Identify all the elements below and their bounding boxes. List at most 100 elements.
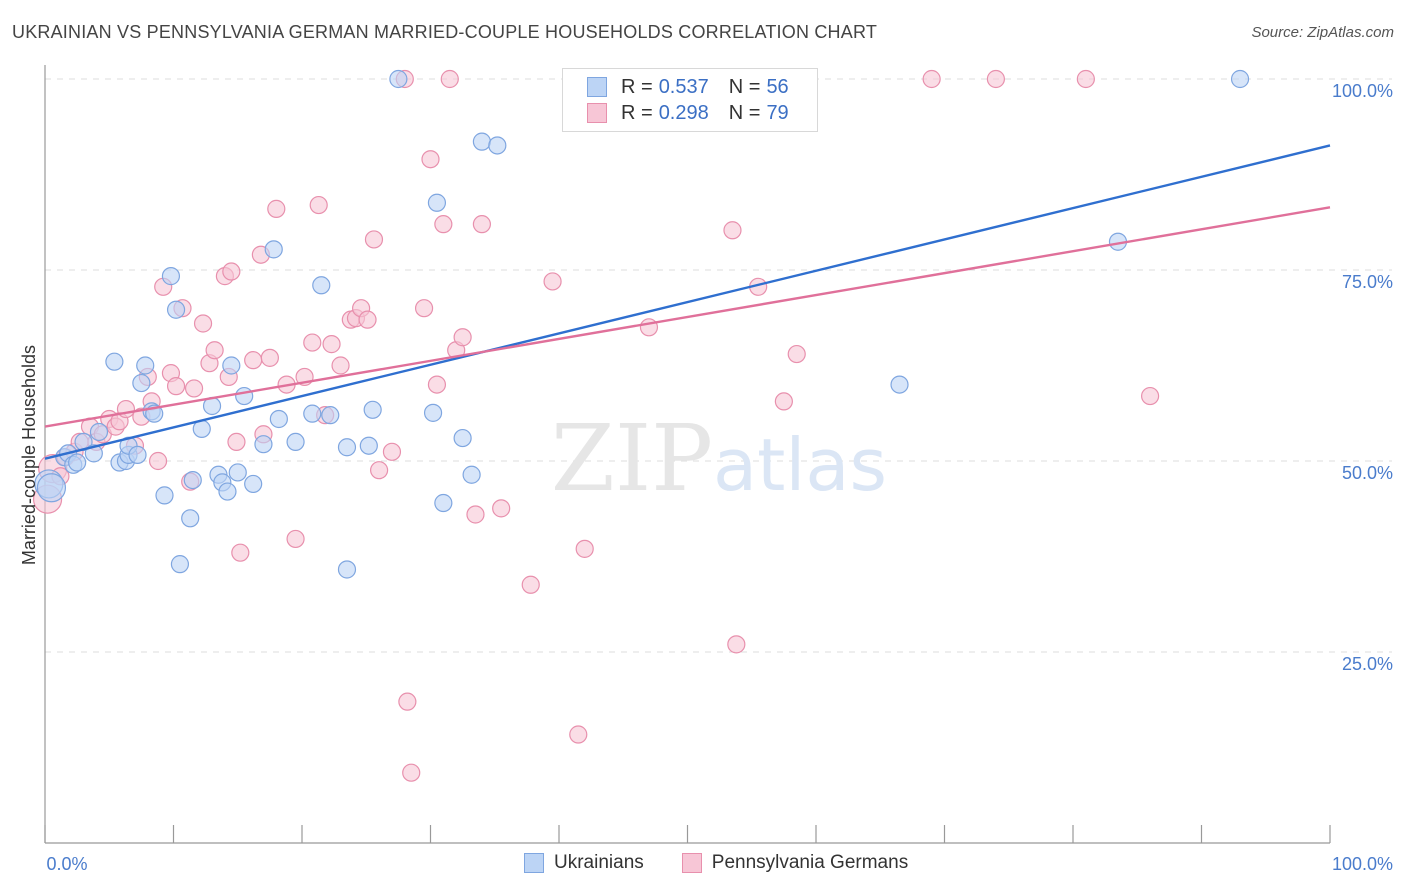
legend-item-pennsylvania-germans[interactable]: Pennsylvania Germans (681, 852, 908, 874)
blue-point (244, 474, 263, 494)
pink-point (402, 763, 421, 782)
x-tick-label-max: 100.0% (1332, 854, 1393, 874)
blue-point (472, 132, 491, 151)
blue-point (161, 267, 181, 286)
blue-point (286, 432, 305, 451)
blue-point (222, 356, 241, 375)
watermark: ZIP atlas (551, 405, 887, 512)
blue-point (218, 482, 237, 501)
blue-point (254, 435, 273, 454)
pink-point (331, 356, 350, 375)
blue-point (321, 406, 340, 425)
pink-point (303, 333, 322, 352)
blue-series-points (34, 69, 1250, 579)
legend-row-pink: R = 0.298 N = 79 (587, 100, 789, 126)
trend-lines (44, 144, 1331, 460)
legend-row-blue: R = 0.537 N = 56 (587, 74, 789, 100)
pink-point (434, 215, 453, 234)
pink-point (1076, 69, 1095, 89)
legend-swatch-pennsylvania-germans (681, 853, 702, 873)
blue-point (363, 400, 382, 419)
legend-label-ukrainians: Ukrainians (554, 852, 644, 873)
blue-point (228, 463, 247, 482)
y-tick-label: 50.0% (1342, 463, 1393, 483)
blue-point (359, 436, 378, 455)
legend-n-label: N = (728, 75, 761, 98)
legend-n-value: 79 (766, 101, 789, 124)
pink-point (727, 635, 746, 654)
pink-point (370, 461, 389, 480)
blue-point (462, 465, 481, 484)
pink-point (421, 150, 440, 169)
legend-n-value: 56 (766, 75, 789, 98)
blue-point (36, 473, 67, 503)
pink-point (986, 69, 1006, 89)
blue-point (337, 438, 357, 457)
blue-point (389, 69, 408, 89)
blue-point (170, 555, 190, 574)
pink-point (205, 341, 224, 360)
blue-point (453, 428, 472, 448)
pink-point (787, 344, 806, 364)
watermark-atlas: atlas (713, 423, 887, 507)
blue-point (235, 386, 254, 406)
pink-point (440, 69, 459, 89)
y-tick-label: 100.0% (1332, 81, 1393, 101)
pink-point (723, 221, 742, 240)
y-tick-label: 75.0% (1342, 272, 1393, 292)
legend-box: R = 0.537 N = 56 R = 0.298 N = 79 (562, 68, 818, 132)
x-tick-label-min: 0.0% (46, 854, 87, 874)
pink-point (260, 348, 279, 367)
blue-point (155, 486, 174, 505)
pink-point (267, 199, 286, 218)
pink-point (453, 328, 472, 347)
blue-point (68, 453, 87, 472)
pink-point (543, 272, 562, 291)
pink-point (922, 69, 941, 89)
axes (44, 65, 1331, 844)
pink-point (309, 195, 328, 215)
legend-r-value: 0.537 (658, 75, 709, 98)
pink-point (166, 377, 186, 396)
tick-labels: 25.0% 50.0% 75.0% 100.0% 0.0% 100.0% (46, 81, 1393, 874)
pink-point (364, 230, 384, 249)
blue-point (303, 404, 322, 423)
pink-point (1140, 386, 1160, 406)
legend-swatch-pink (587, 103, 607, 123)
pink-point (427, 375, 447, 394)
blue-point (132, 373, 151, 393)
pink-point (227, 432, 246, 451)
blue-point (181, 509, 200, 528)
pink-point (286, 529, 305, 549)
pink-point (244, 351, 263, 370)
legend-r-label: R = (621, 101, 653, 124)
legend-r-label: R = (621, 75, 653, 98)
blue-point (434, 493, 453, 513)
pink-point (414, 299, 434, 318)
legend-r-value: 0.298 (658, 101, 709, 124)
blue-point (128, 445, 147, 464)
blue-point (136, 356, 155, 375)
blue-point (89, 422, 109, 442)
legend-item-ukrainians[interactable]: Ukrainians (524, 852, 644, 874)
pink-point (322, 335, 341, 354)
blue-point (337, 560, 357, 579)
pink-point (521, 575, 540, 594)
y-tick-label: 25.0% (1342, 654, 1393, 674)
bottom-legend: Ukrainians Pennsylvania Germans (524, 852, 946, 874)
blue-point (264, 240, 283, 259)
blue-point (166, 300, 186, 319)
pink-series-points (32, 69, 1160, 782)
blue-point (1230, 69, 1250, 89)
pink-point (184, 379, 204, 398)
pink-point (148, 451, 168, 471)
pink-point (472, 215, 491, 234)
y-axis-label: Married-couple Households (19, 345, 39, 565)
pink-point (398, 692, 417, 711)
pink-point (774, 392, 793, 411)
blue-point (423, 403, 443, 422)
pink-point (358, 310, 377, 329)
blue-point (183, 471, 202, 490)
watermark-zip: ZIP (551, 405, 713, 512)
